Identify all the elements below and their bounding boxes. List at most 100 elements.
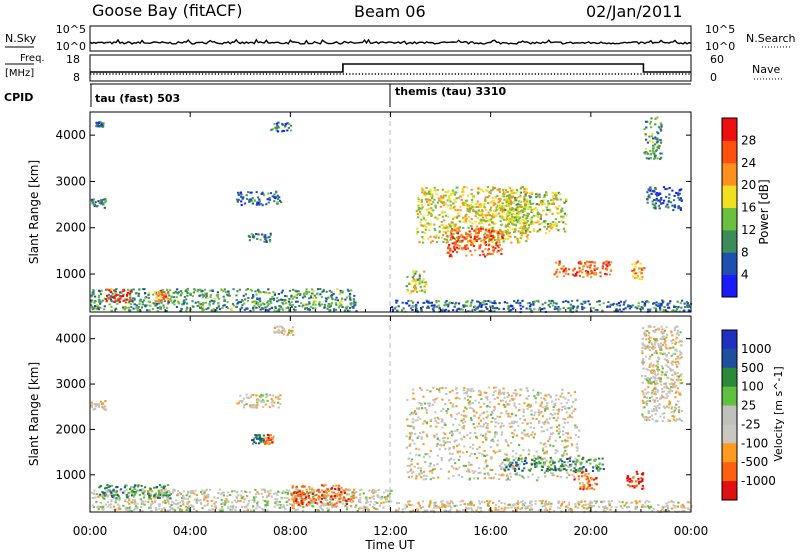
heatmap-cell <box>638 278 641 280</box>
heatmap-cell <box>415 413 418 415</box>
heatmap-cell <box>444 211 447 213</box>
heatmap-cell <box>438 448 441 451</box>
heatmap-cell <box>513 219 516 222</box>
heatmap-cell <box>254 488 257 491</box>
heatmap-cell <box>535 214 538 217</box>
heatmap-cell <box>162 494 165 497</box>
heatmap-cell <box>555 429 559 432</box>
heatmap-cell <box>290 492 293 495</box>
heatmap-cell <box>262 499 265 502</box>
heatmap-cell <box>455 216 459 219</box>
heatmap-cell <box>240 497 243 499</box>
heatmap-cell <box>541 308 544 311</box>
heatmap-cell <box>495 242 498 245</box>
heatmap-cell <box>654 118 657 120</box>
heatmap-cell <box>371 506 375 508</box>
heatmap-cell <box>529 305 532 308</box>
heatmap-cell <box>144 304 147 307</box>
heatmap-cell <box>114 294 117 297</box>
heatmap-cell <box>126 293 129 296</box>
heatmap-cell <box>449 247 452 250</box>
heatmap-cell <box>247 502 250 505</box>
heatmap-cell <box>253 499 256 502</box>
heatmap-cell <box>601 265 604 268</box>
heatmap-cell <box>147 300 150 303</box>
heatmap-cell <box>565 214 568 217</box>
heatmap-cell <box>461 201 464 204</box>
heatmap-cell <box>295 294 299 297</box>
heatmap-cell <box>539 442 542 445</box>
heatmap-cell <box>589 266 592 269</box>
colorbar-tick-label: 20 <box>741 178 756 192</box>
heatmap-cell <box>588 261 591 264</box>
heatmap-cell <box>636 276 639 279</box>
heatmap-cell <box>269 234 272 237</box>
heatmap-cell <box>115 288 118 290</box>
heatmap-cell <box>245 505 248 508</box>
heatmap-cell <box>455 191 458 194</box>
heatmap-cell <box>266 198 269 201</box>
heatmap-cell <box>686 306 689 309</box>
heatmap-cell <box>122 299 125 302</box>
heatmap-cell <box>544 220 547 222</box>
heatmap-cell <box>92 493 95 495</box>
heatmap-cell <box>563 212 566 215</box>
heatmap-cell <box>474 203 477 206</box>
heatmap-cell <box>510 196 513 199</box>
heatmap-cell <box>418 282 421 285</box>
heatmap-cell <box>471 201 474 204</box>
heatmap-cell <box>251 301 254 304</box>
heatmap-cell <box>576 299 579 302</box>
heatmap-cell <box>258 399 261 402</box>
heatmap-cell <box>437 422 440 425</box>
heatmap-cell <box>134 292 138 295</box>
heatmap-cell <box>276 297 279 300</box>
heatmap-cell <box>199 306 203 309</box>
heatmap-cell <box>449 204 452 207</box>
heatmap-cell <box>239 400 242 402</box>
heatmap-cell <box>223 299 226 302</box>
heatmap-cell <box>476 477 479 480</box>
heatmap-cell <box>648 309 651 312</box>
heatmap-cell <box>523 188 526 190</box>
heatmap-cell <box>137 295 140 297</box>
heatmap-cell <box>135 306 138 309</box>
heatmap-cell <box>562 396 565 399</box>
heatmap-cell <box>445 393 448 396</box>
heatmap-cell <box>482 241 486 244</box>
heatmap-cell <box>345 503 348 505</box>
heatmap-cell <box>555 224 558 227</box>
heatmap-cell <box>119 507 122 510</box>
heatmap-cell <box>412 392 415 395</box>
heatmap-cell <box>252 439 255 442</box>
heatmap-cell <box>274 126 277 129</box>
heatmap-cell <box>321 489 324 492</box>
heatmap-cell <box>650 192 653 195</box>
heatmap-cell <box>598 303 601 306</box>
heatmap-cell <box>528 307 531 310</box>
heatmap-cell <box>426 198 429 201</box>
heatmap-cell <box>448 441 451 444</box>
heatmap-cell <box>417 467 420 470</box>
heatmap-cell <box>562 227 565 230</box>
heatmap-cell <box>663 306 666 309</box>
heatmap-cell <box>549 460 552 463</box>
heatmap-cell <box>515 472 518 475</box>
heatmap-cell <box>566 421 569 424</box>
heatmap-cell <box>636 272 639 275</box>
heatmap-cell <box>238 288 241 291</box>
heatmap-cell <box>589 458 592 461</box>
heatmap-cell <box>556 211 559 214</box>
heatmap-cell <box>535 196 538 199</box>
heatmap-cell <box>345 506 348 509</box>
heatmap-cell <box>481 434 485 437</box>
heatmap-cell <box>517 203 520 206</box>
heatmap-cell <box>279 305 283 308</box>
heatmap-cell <box>150 500 154 503</box>
heatmap-cell <box>272 291 275 294</box>
heatmap-cell <box>463 218 466 220</box>
heatmap-cell <box>544 442 547 445</box>
heatmap-cell <box>523 433 526 436</box>
heatmap-cell <box>90 401 93 404</box>
